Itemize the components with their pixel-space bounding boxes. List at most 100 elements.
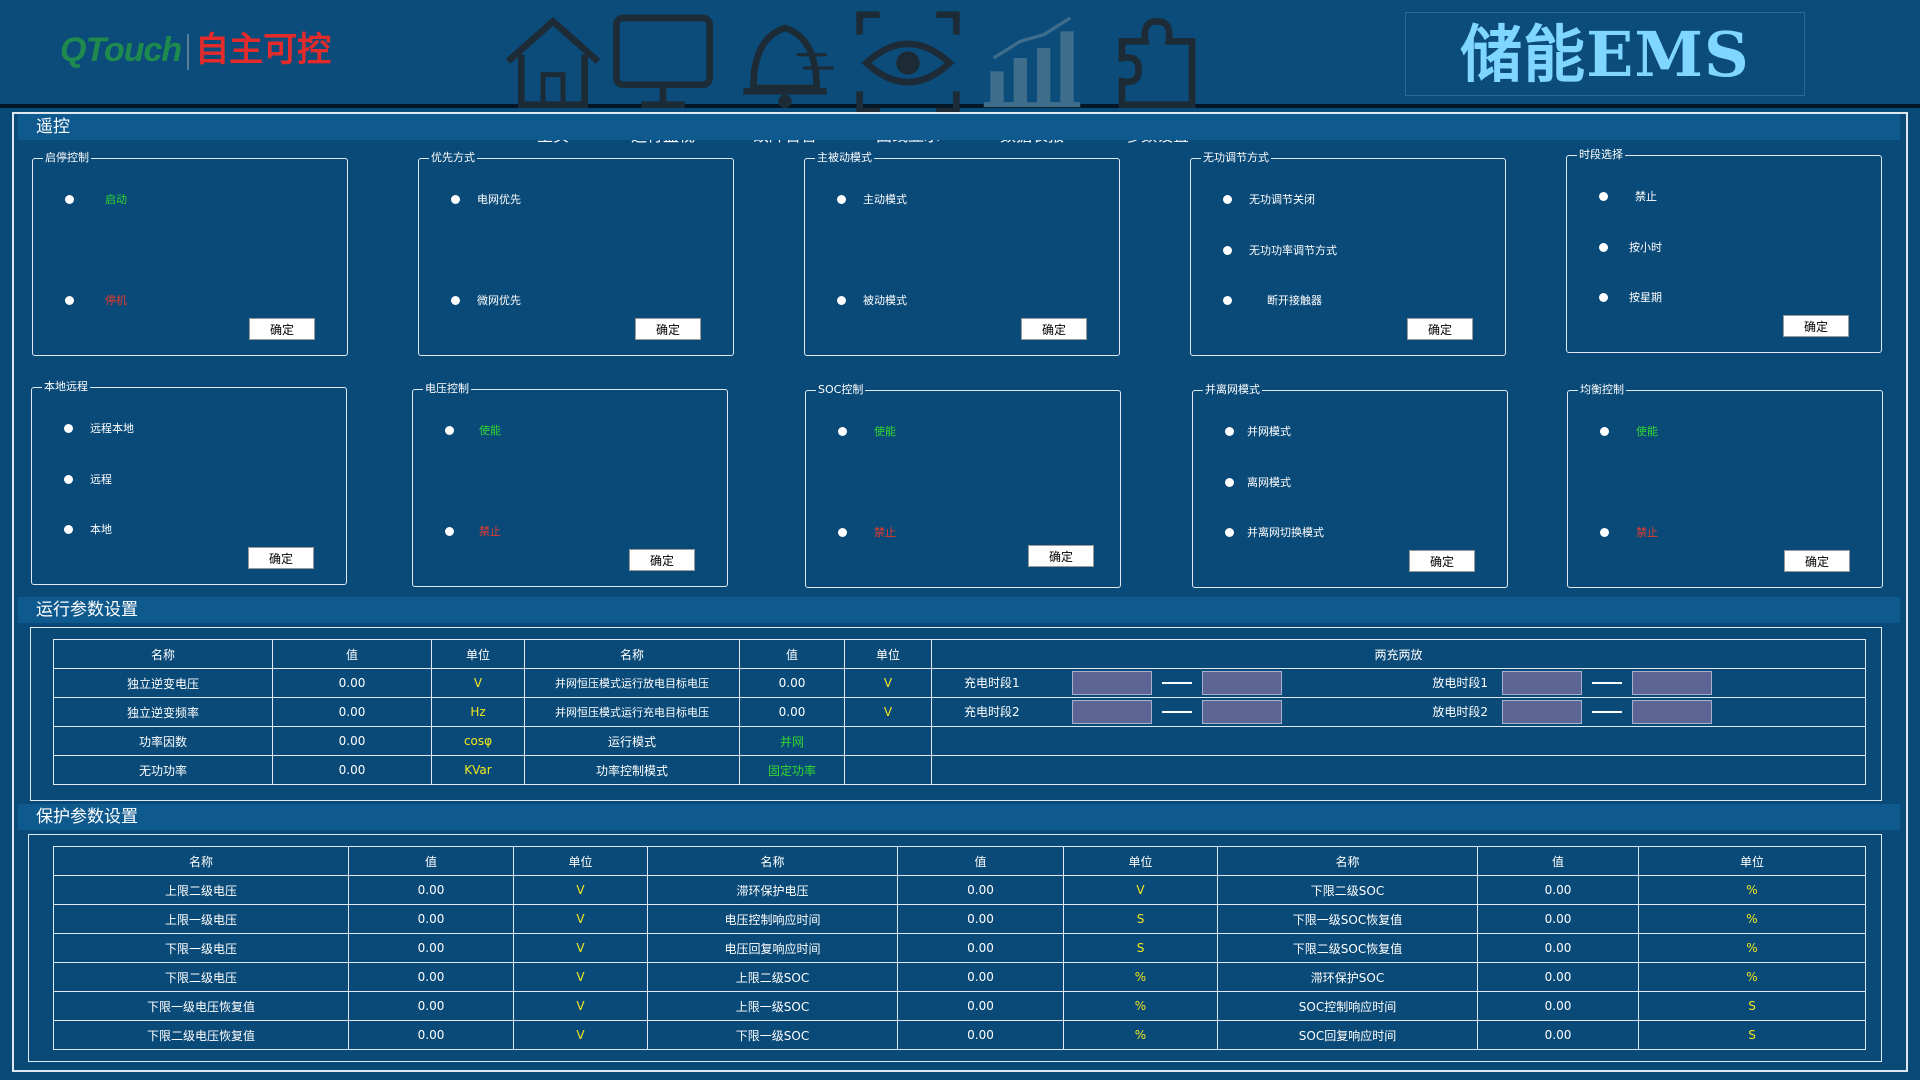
confirm-button[interactable]: 确定 [1783,315,1849,337]
discharge1-end-input[interactable] [1632,671,1712,695]
value-cell[interactable]: 0.00 [272,697,432,727]
panel-title: SOC控制 [816,383,866,397]
value-cell[interactable]: 0.00 [897,875,1064,905]
charge-period-1-label: 充电时段1 [964,675,1020,690]
confirm-button[interactable]: 确定 [1028,545,1094,567]
discharge2-end-input[interactable] [1632,700,1712,724]
radio-dot [837,296,846,305]
confirm-button[interactable]: 确定 [635,318,701,340]
table-row: 下限二级电压 0.00 V 上限二级SOC 0.00% 滞环保护SOC 0.00% [53,962,1866,992]
run-params-box [30,627,1882,801]
header-value: 值 [348,846,514,876]
header-unit: 单位 [513,846,648,876]
radio-dot [445,426,454,435]
value-cell[interactable]: 0.00 [897,991,1064,1021]
radio-dot [1599,293,1608,302]
header-name: 名称 [524,639,740,669]
value-cell[interactable]: 0.00 [272,726,432,756]
confirm-button[interactable]: 确定 [249,318,315,340]
app-title: 储能EMS [1405,12,1805,96]
header-value: 值 [739,639,845,669]
value-cell[interactable]: 0.00 [897,1020,1064,1050]
panel-reactive-mode: 无功调节方式 无功调节关闭 无功功率调节方式 断开接触器 确定 [1190,151,1506,356]
bar-chart-icon [983,16,1081,108]
confirm-button[interactable]: 确定 [1407,318,1473,340]
discharge-period-1-label: 放电时段1 [1432,675,1488,690]
radio-dot [1599,243,1608,252]
charge1-start-input[interactable] [1072,671,1152,695]
value-cell[interactable]: 0.00 [348,991,514,1021]
section-protect-params-title: 保护参数设置 [18,804,1900,830]
radio-dot [451,296,460,305]
value-cell[interactable]: 0.00 [897,962,1064,992]
radio-dot [64,525,73,534]
radio-dot [65,296,74,305]
eye-icon [856,11,960,115]
value-cell[interactable]: 0.00 [1477,875,1639,905]
panel-balance-control: 均衡控制 使能 禁止 确定 [1567,383,1883,588]
header-unit: 单位 [431,639,525,669]
value-cell[interactable]: 0.00 [1477,991,1639,1021]
radio-dot [1599,192,1608,201]
panel-title: 本地远程 [42,380,90,394]
radio-dot [65,195,74,204]
value-cell[interactable]: 0.00 [348,875,514,905]
run-mode-value[interactable]: 并网 [739,726,845,756]
charge1-end-input[interactable] [1202,671,1282,695]
radio-dot [1600,528,1609,537]
table-row: 无功功率 0.00 KVar 功率控制模式 固定功率 [53,755,1866,785]
charge2-end-input[interactable] [1202,700,1282,724]
charge-period-row-2: 充电时段2 放电时段2 [931,697,1866,727]
value-cell[interactable]: 0.00 [272,755,432,785]
protect-params-box [28,834,1882,1062]
panel-voltage-control: 电压控制 使能 禁止 确定 [412,382,728,587]
header-name: 名称 [1217,846,1478,876]
main-frame [12,112,1908,1072]
value-cell[interactable]: 0.00 [348,962,514,992]
radio-dot [1225,427,1234,436]
confirm-button[interactable]: 确定 [1409,550,1475,572]
header-two-charge-two-discharge: 两充两放 [931,639,1866,669]
radio-dot [1600,427,1609,436]
value-cell[interactable]: 0.00 [897,904,1064,934]
power-control-mode-value[interactable]: 固定功率 [739,755,845,785]
confirm-button[interactable]: 确定 [1784,550,1850,572]
section-remote-title: 遥控 [18,114,1900,140]
value-cell[interactable]: 0.00 [739,668,845,698]
run-params-table: 名称 值 单位 名称 值 单位 两充两放 独立逆变电压 0.00 V 并网恒压模… [53,639,1866,785]
value-cell[interactable]: 0.00 [348,904,514,934]
panel-title: 均衡控制 [1578,383,1626,397]
panel-period-select: 时段选择 禁止 按小时 按星期 确定 [1566,148,1882,353]
value-cell[interactable]: 0.00 [1477,904,1639,934]
panel-start-stop: 启停控制 启动 停机 确定 [32,151,348,356]
discharge2-start-input[interactable] [1502,700,1582,724]
value-cell[interactable]: 0.00 [1477,933,1639,963]
logo: QTouch 自主可控 [60,22,331,71]
value-cell[interactable]: 0.00 [348,933,514,963]
protect-params-table: 名称 值 单位 名称 值 单位 名称 值 单位 上限二级电压 0.00 V 滞环保护… [53,846,1866,1050]
charge-period-2-label: 充电时段2 [964,704,1020,719]
table-row: 功率因数 0.00 cosφ 运行模式 并网 [53,726,1866,756]
panel-title: 启停控制 [43,151,91,165]
value-cell[interactable]: 0.00 [897,933,1064,963]
radio-dot [64,424,73,433]
radio-dot [64,475,73,484]
panel-title: 主被动模式 [815,151,874,165]
confirm-button[interactable]: 确定 [629,549,695,571]
radio-dot [838,427,847,436]
value-cell[interactable]: 0.00 [348,1020,514,1050]
panel-soc-control: SOC控制 使能 禁止 确定 [805,383,1121,588]
charge2-start-input[interactable] [1072,700,1152,724]
discharge1-start-input[interactable] [1502,671,1582,695]
header-name: 名称 [647,846,898,876]
confirm-button[interactable]: 确定 [1021,318,1087,340]
panel-priority: 优先方式 电网优先 微网优先 确定 [418,151,734,356]
panel-grid-mode: 并离网模式 并网模式 离网模式 并离网切换模式 确定 [1192,383,1508,588]
value-cell[interactable]: 0.00 [1477,962,1639,992]
value-cell[interactable]: 0.00 [1477,1020,1639,1050]
confirm-button[interactable]: 确定 [248,547,314,569]
value-cell[interactable]: 0.00 [272,668,432,698]
radio-dot [1225,478,1234,487]
radio-dot [1223,296,1232,305]
value-cell[interactable]: 0.00 [739,697,845,727]
